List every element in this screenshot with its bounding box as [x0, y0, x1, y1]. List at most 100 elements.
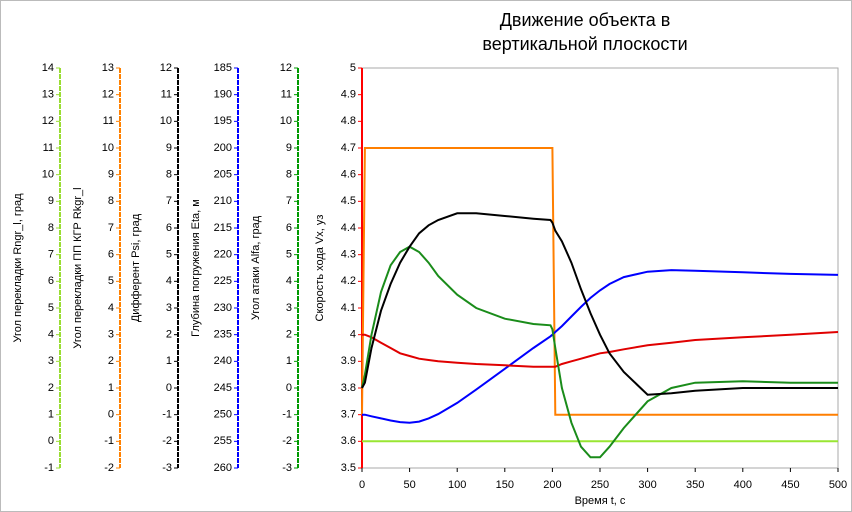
y-tick-label: 12 [42, 115, 54, 127]
y-tick-label: 11 [281, 89, 292, 101]
y-tick-label: 1 [166, 355, 172, 367]
y-tick-label: 2 [286, 329, 292, 341]
y-tick-label: -1 [104, 435, 114, 447]
y-tick-label: 4 [166, 275, 172, 287]
y-tick-label: 10 [102, 142, 114, 154]
y-tick-label: 190 [214, 89, 232, 101]
y-tick-label: 5 [166, 249, 172, 261]
y-tick-label: 4.1 [341, 302, 356, 314]
y-axis-label: Скорость хода Vx, уз [314, 215, 326, 322]
y-tick-label: -1 [282, 409, 292, 421]
y-tick-label: -3 [282, 462, 292, 474]
y-tick-label: 3.8 [341, 382, 356, 394]
y-tick-label: 9 [286, 142, 292, 154]
x-tick-label: 100 [448, 479, 466, 491]
y-tick-label: 14 [42, 62, 54, 74]
x-tick-label: 350 [686, 479, 704, 491]
y-tick-label: 6 [108, 249, 114, 261]
y-tick-label: 4.9 [341, 89, 356, 101]
y-tick-label: 6 [48, 275, 54, 287]
y-tick-label: 0 [108, 409, 114, 421]
y-tick-label: 250 [214, 409, 232, 421]
x-tick-label: 50 [403, 479, 415, 491]
y-tick-label: 4.3 [341, 249, 356, 261]
y-axis-label: Дифферент Psi, град [130, 213, 142, 322]
series-line [361, 212, 838, 396]
y-tick-label: 210 [214, 195, 232, 207]
y-tick-label: 12 [102, 89, 114, 101]
x-tick-label: 400 [734, 479, 752, 491]
y-tick-label: -3 [162, 462, 172, 474]
y-tick-label: 6 [166, 222, 172, 234]
y-tick-label: 8 [108, 195, 114, 207]
y-tick-label: 9 [108, 169, 114, 181]
y-tick-label: 4 [48, 329, 54, 341]
x-tick-label: 300 [638, 479, 656, 491]
y-tick-label: -1 [44, 462, 54, 474]
y-tick-label: 4 [108, 302, 114, 314]
x-tick-label: 200 [543, 479, 561, 491]
y-tick-label: 185 [214, 62, 232, 74]
y-tick-label: 1 [108, 382, 114, 394]
y-tick-label: 1 [48, 409, 54, 421]
y-tick-label: 3 [166, 302, 172, 314]
y-axis-label: Глубина погружения Eta, м [190, 199, 202, 337]
y-tick-label: 4 [350, 329, 356, 341]
y-tick-label: 3.9 [341, 355, 356, 367]
y-tick-label: 5 [286, 249, 292, 261]
y-tick-label: 200 [214, 142, 232, 154]
x-tick-label: 150 [496, 479, 514, 491]
y-tick-label: -2 [162, 435, 172, 447]
y-tick-label: 3 [108, 329, 114, 341]
y-tick-label: 1 [286, 355, 292, 367]
y-tick-label: 2 [108, 355, 114, 367]
series-line [361, 147, 838, 416]
y-tick-label: 10 [280, 115, 292, 127]
y-tick-label: 4.8 [341, 115, 356, 127]
chart-title: Движение объекта в вертикальной плоскост… [482, 10, 688, 54]
x-tick-label: 250 [591, 479, 609, 491]
y-tick-label: 7 [108, 222, 114, 234]
y-axis-label: Угол перекладки Rngr_l, град [12, 193, 24, 343]
y-tick-label: 225 [214, 275, 232, 287]
y-tick-label: 240 [214, 355, 232, 367]
y-tick-label: -2 [104, 462, 114, 474]
y-tick-label: 7 [166, 195, 172, 207]
y-tick-label: 215 [214, 222, 232, 234]
y-tick-label: 2 [48, 382, 54, 394]
y-tick-label: 9 [48, 195, 54, 207]
y-tick-label: 3 [48, 355, 54, 367]
y-tick-label: 5 [108, 275, 114, 287]
x-tick-label: 0 [359, 479, 365, 491]
x-tick-label: 450 [781, 479, 799, 491]
y-tick-label: 4 [286, 275, 292, 287]
x-tick-label: 500 [829, 479, 847, 491]
y-tick-label: 3.6 [341, 435, 356, 447]
y-tick-label: 7 [48, 249, 54, 261]
y-tick-label: 0 [286, 382, 292, 394]
y-tick-label: 12 [280, 62, 292, 74]
y-tick-label: 5 [48, 302, 54, 314]
y-tick-label: 3.7 [341, 409, 356, 421]
y-tick-label: 235 [214, 329, 232, 341]
y-tick-label: 4.4 [341, 222, 356, 234]
y-axis-label: Угол атаки Alfa, град [250, 215, 262, 320]
y-tick-label: 9 [166, 142, 172, 154]
series-line [362, 269, 839, 424]
y-tick-label: 10 [160, 115, 172, 127]
y-tick-label: 3.5 [341, 462, 356, 474]
y-tick-label: 3 [286, 302, 292, 314]
series-line [362, 331, 839, 368]
y-tick-label: 230 [214, 302, 232, 314]
x-axis-label: Время t, с [575, 495, 626, 507]
y-axis-label: Угол перекладки ПП КГР Rkgr_l [72, 187, 84, 348]
y-tick-label: 4.7 [341, 142, 356, 154]
y-tick-label: 245 [214, 382, 232, 394]
y-tick-label: 10 [42, 169, 54, 181]
y-tick-label: 2 [166, 329, 172, 341]
y-tick-label: 4.2 [341, 275, 356, 287]
series-line [361, 245, 838, 459]
